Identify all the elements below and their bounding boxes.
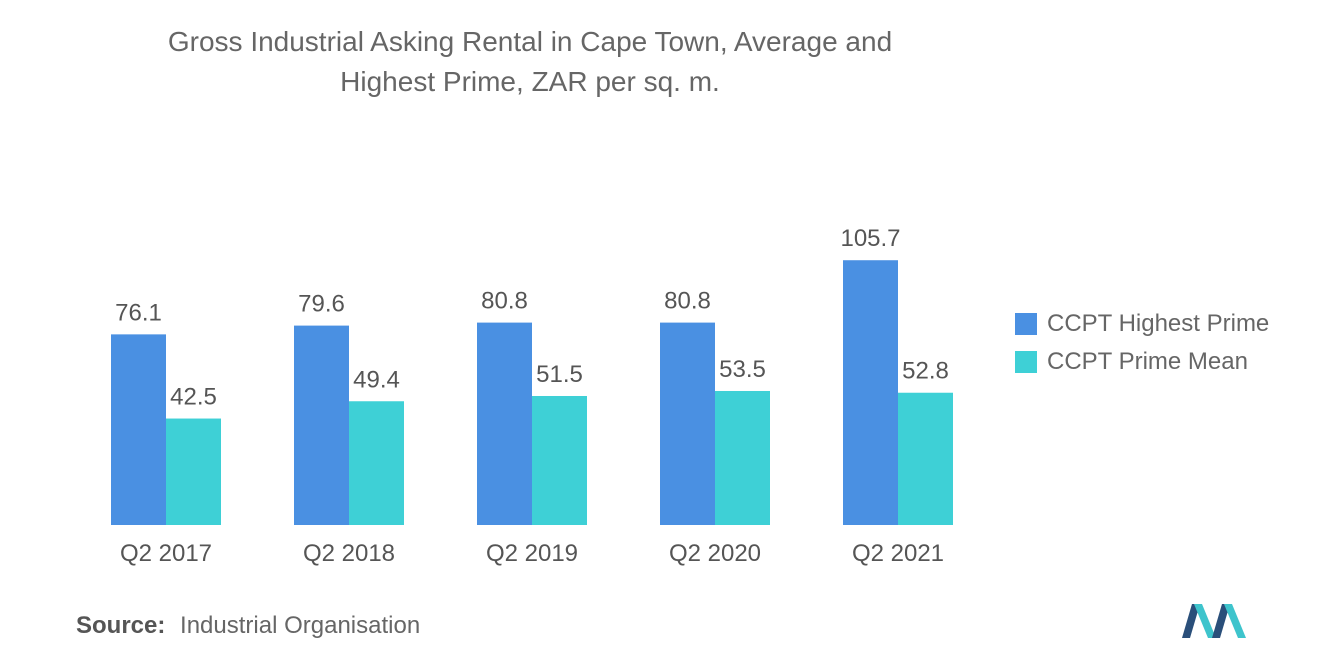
data-label-highest-prime-4: 105.7 (840, 225, 900, 252)
bar-highest-prime-0 (111, 334, 166, 525)
legend-item-prime-mean: CCPT Prime Mean (1015, 343, 1269, 381)
x-tick-label: Q2 2021 (852, 540, 944, 567)
bar-prime-mean-2 (532, 395, 587, 525)
x-axis-ticks: Q2 2017 Q2 2018 Q2 2019 Q2 2020 Q2 2021 (120, 540, 944, 567)
data-label-prime-mean-4: 52.8 (902, 358, 949, 385)
source-label: Source: (76, 612, 166, 639)
data-label-prime-mean-2: 51.5 (536, 361, 583, 388)
x-tick-label: Q2 2019 (486, 540, 578, 567)
legend-label-prime-mean: CCPT Prime Mean (1047, 348, 1248, 375)
x-tick-label: Q2 2017 (120, 540, 212, 567)
bar-prime-mean-1 (349, 401, 404, 525)
source-note: Source: Industrial Organisation (76, 612, 420, 640)
x-tick-label: Q2 2020 (669, 540, 761, 567)
legend-label-highest-prime: CCPT Highest Prime (1047, 310, 1270, 337)
legend-swatch-highest-prime (1015, 313, 1037, 335)
bar-highest-prime-4 (843, 260, 898, 525)
chart-title-line-2: Highest Prime, ZAR per sq. m. (340, 66, 720, 97)
chart-title-line-1: Gross Industrial Asking Rental in Cape T… (167, 26, 893, 57)
mordor-logo-icon (1182, 604, 1246, 638)
bar-highest-prime-3 (660, 322, 715, 525)
bar-highest-prime-1 (294, 325, 349, 525)
data-label-highest-prime-2: 80.8 (481, 288, 528, 315)
data-label-prime-mean-3: 53.5 (719, 356, 766, 383)
data-label-highest-prime-1: 79.6 (298, 291, 345, 318)
x-tick-label: Q2 2018 (303, 540, 395, 567)
bar-prime-mean-3 (715, 390, 770, 525)
bars-layer (111, 260, 953, 525)
data-label-prime-mean-1: 49.4 (353, 366, 400, 393)
legend-item-highest-prime: CCPT Highest Prime (1015, 305, 1269, 343)
source-value: Industrial Organisation (180, 612, 421, 639)
data-label-highest-prime-0: 76.1 (115, 299, 162, 326)
bar-highest-prime-2 (477, 322, 532, 525)
data-label-highest-prime-3: 80.8 (664, 288, 711, 315)
legend-swatch-prime-mean (1015, 351, 1037, 373)
data-label-prime-mean-0: 42.5 (170, 384, 217, 411)
chart-title: Gross Industrial Asking Rental in Cape T… (60, 22, 1000, 102)
data-labels-layer: 76.1 42.5 79.6 49.4 80.8 51.5 80.8 53.5 105.7 52.… (115, 225, 949, 410)
legend: CCPT Highest Prime CCPT Prime Mean (1015, 305, 1269, 381)
bar-prime-mean-4 (898, 392, 953, 525)
bar-prime-mean-0 (166, 418, 221, 525)
